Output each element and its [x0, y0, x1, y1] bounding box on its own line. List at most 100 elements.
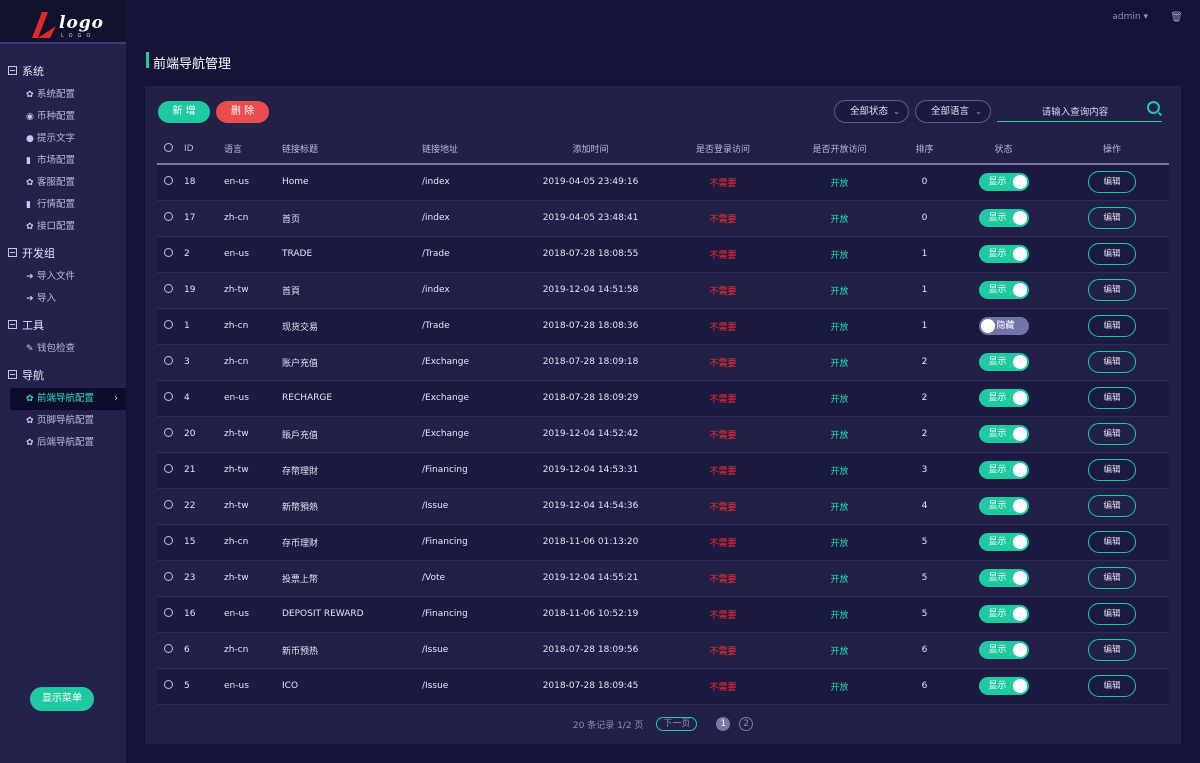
delete-button[interactable]: 删 除: [216, 101, 269, 123]
cell-id: 20: [184, 429, 196, 439]
cell-actions: 编辑: [1055, 272, 1169, 308]
language-filter-select[interactable]: 全部语言 ⌄: [915, 100, 991, 123]
select-all-radio[interactable]: [164, 142, 173, 152]
row-select-radio[interactable]: [164, 284, 173, 293]
title-accent-bar: [146, 52, 149, 68]
cell-login-required: 不需要: [709, 178, 737, 189]
row-select-radio[interactable]: [164, 464, 173, 473]
status-toggle[interactable]: 显示: [978, 497, 1029, 515]
edit-button[interactable]: 编辑: [1088, 567, 1136, 589]
cell-status: 显示: [952, 524, 1055, 560]
status-toggle[interactable]: 显示: [978, 569, 1029, 587]
sidebar-item[interactable]: ◉ 币种配置: [0, 106, 126, 128]
row-select-radio[interactable]: [164, 392, 173, 401]
row-select-cell: [157, 236, 184, 272]
row-select-radio[interactable]: [164, 644, 173, 653]
row-select-radio[interactable]: [164, 320, 173, 329]
sidebar-item[interactable]: ✿ 系统配置: [0, 84, 126, 106]
cell-sort: 0: [921, 177, 928, 188]
sidebar-item[interactable]: ✿ 后端导航配置: [0, 432, 126, 454]
sidebar-group[interactable]: 系统: [0, 60, 126, 84]
user-menu[interactable]: admin ▾: [1112, 12, 1148, 22]
status-toggle[interactable]: 显示: [978, 281, 1029, 299]
show-menu-button[interactable]: 显示菜单: [30, 687, 94, 711]
sidebar-item-label: 导入: [37, 293, 57, 304]
sidebar-item[interactable]: ✿ 页脚导航配置: [0, 410, 126, 432]
cell-added-time: 2019-12-04 14:51:58: [542, 285, 639, 295]
search-input[interactable]: [1005, 102, 1145, 123]
cell-language: zh-cn: [224, 321, 249, 331]
sidebar-item[interactable]: ▮ 行情配置: [0, 194, 126, 216]
edit-button[interactable]: 编辑: [1088, 675, 1136, 697]
row-select-radio[interactable]: [164, 428, 173, 437]
status-filter-select[interactable]: 全部状态 ⌄: [834, 100, 909, 123]
edit-button[interactable]: 编辑: [1088, 459, 1136, 481]
row-select-radio[interactable]: [164, 572, 173, 581]
next-page-button[interactable]: 下一页: [656, 717, 698, 731]
cell-added-time: 2019-12-04 14:53:31: [542, 465, 639, 475]
edit-button[interactable]: 编辑: [1088, 315, 1136, 337]
status-toggle[interactable]: 隐藏: [978, 317, 1029, 335]
sidebar-group[interactable]: 工具: [0, 314, 126, 338]
sidebar-group[interactable]: 开发组: [0, 242, 126, 266]
edit-button[interactable]: 编辑: [1088, 279, 1136, 301]
status-toggle[interactable]: 显示: [978, 353, 1029, 371]
status-toggle[interactable]: 显示: [978, 389, 1029, 407]
edit-button[interactable]: 编辑: [1088, 351, 1136, 373]
row-select-radio[interactable]: [164, 212, 173, 221]
cell-login-required: 不需要: [709, 430, 737, 441]
cell-language: zh-tw: [224, 429, 249, 439]
row-select-radio[interactable]: [164, 536, 173, 545]
edit-button[interactable]: 编辑: [1088, 423, 1136, 445]
sidebar-item[interactable]: ✿ 客服配置: [0, 172, 126, 194]
header-sort: 排序: [915, 145, 934, 155]
sidebar-group[interactable]: 导航: [0, 364, 126, 388]
row-select-radio[interactable]: [164, 248, 173, 257]
sidebar-item[interactable]: ▮ 市场配置: [0, 150, 126, 172]
edit-button[interactable]: 编辑: [1088, 603, 1136, 625]
search-icon[interactable]: [1147, 101, 1160, 114]
status-toggle[interactable]: 显示: [978, 173, 1029, 192]
status-toggle[interactable]: 显示: [978, 209, 1029, 227]
page-2-button[interactable]: 2: [739, 717, 754, 731]
status-toggle[interactable]: 显示: [978, 605, 1029, 623]
sidebar-item[interactable]: ✎ 钱包检查: [0, 338, 126, 360]
sidebar-menu: 系统 ✿ 系统配置 ◉ 币种配置 ● 提示文字 ▮ 市场配置 ✿ 客服配置 ▮ 行情配置 ✿ 接口配置开发组…: [0, 56, 126, 454]
row-select-radio[interactable]: [164, 356, 173, 365]
sidebar-item[interactable]: ✿ 接口配置: [0, 216, 126, 238]
cell-sort: 3: [921, 465, 928, 475]
edit-button[interactable]: 编辑: [1088, 495, 1136, 517]
edit-button[interactable]: 编辑: [1088, 171, 1136, 194]
status-toggle[interactable]: 显示: [978, 677, 1029, 695]
status-toggle[interactable]: 显示: [978, 641, 1029, 659]
table-row: 3 zh-cn 账户充值/Exchange 2018-07-28 18:09:18 不需…: [157, 344, 1169, 380]
status-toggle[interactable]: 显示: [978, 425, 1029, 443]
row-select-radio[interactable]: [164, 500, 173, 509]
status-toggle[interactable]: 显示: [978, 245, 1029, 263]
page-1-button[interactable]: 1: [716, 717, 731, 731]
sidebar-item[interactable]: ➜ 导入: [0, 288, 126, 310]
row-select-radio[interactable]: [164, 176, 173, 186]
status-toggle[interactable]: 显示: [978, 461, 1029, 479]
cell-language: zh-cn: [224, 213, 249, 223]
edit-button[interactable]: 编辑: [1088, 639, 1136, 661]
chevron-down-icon: ▾: [1143, 12, 1148, 22]
cell-link-url: /Exchange: [422, 357, 470, 367]
sidebar-group-label: 工具: [22, 319, 44, 332]
row-select-radio[interactable]: [164, 608, 173, 617]
header-link-title: 链接标题: [282, 145, 319, 155]
sidebar-item[interactable]: ➜ 导入文件: [0, 266, 126, 288]
cell-link-title: 新币预热: [282, 646, 319, 657]
edit-button[interactable]: 编辑: [1088, 387, 1136, 409]
cell-actions: 编辑: [1055, 236, 1169, 272]
trash-icon[interactable]: 🗑: [1170, 12, 1183, 23]
edit-button[interactable]: 编辑: [1088, 207, 1136, 229]
header-id: ID: [184, 143, 194, 154]
add-button[interactable]: 新 增: [158, 101, 210, 123]
sidebar-item[interactable]: ✿ 前端导航配置 ›: [10, 388, 126, 410]
row-select-radio[interactable]: [164, 680, 173, 689]
edit-button[interactable]: 编辑: [1088, 531, 1136, 553]
sidebar-item[interactable]: ● 提示文字: [0, 128, 126, 150]
status-toggle[interactable]: 显示: [978, 533, 1029, 551]
edit-button[interactable]: 编辑: [1088, 243, 1136, 265]
